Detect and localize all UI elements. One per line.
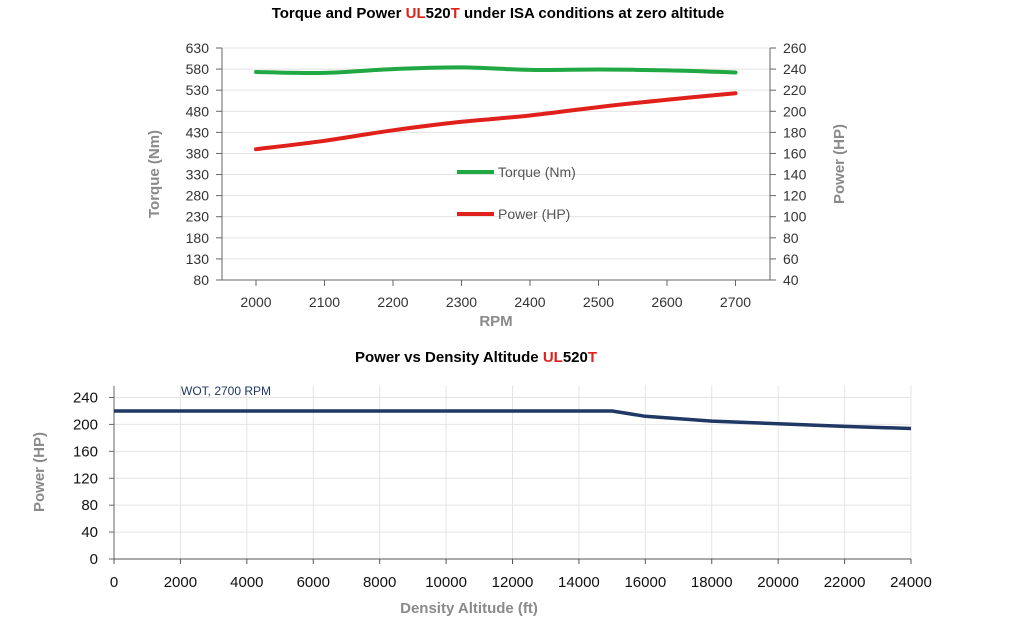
chart1-right-tick-label: 100 — [783, 209, 807, 225]
chart2-y-tick-label: 160 — [73, 443, 98, 460]
chart1-right-tick-label: 60 — [783, 251, 799, 267]
chart1-left-tick-label: 330 — [186, 167, 210, 183]
chart1-gridlines — [222, 47, 770, 281]
legend-power-label: Power (HP) — [498, 206, 570, 222]
chart1-left-tick-label: 230 — [186, 209, 210, 225]
chart2-y-tick-label: 240 — [73, 390, 98, 407]
chart2-x-tick-label: 12000 — [492, 574, 534, 591]
chart1-right-tick-label: 200 — [783, 103, 807, 119]
chart2-x-tick-label: 6000 — [297, 574, 330, 591]
chart1-left-tick-label: 80 — [193, 272, 209, 288]
chart1-right-tick-label: 180 — [783, 124, 807, 140]
chart2-ylabel: Power (HP) — [31, 432, 48, 512]
chart1-ticks: 630 580 530 480 430 380 330 280 230 180 130 80 260 24… — [186, 40, 807, 310]
chart1-series — [254, 65, 738, 152]
chart1-x-tick-label: 2100 — [309, 294, 340, 310]
chart2-y-tick-label: 0 — [90, 551, 98, 568]
chart1-x-tick-label: 2300 — [446, 294, 477, 310]
chart2-x-tick-label: 14000 — [558, 574, 600, 591]
chart1-left-tick-label: 280 — [186, 188, 210, 204]
chart1-right-tick-label: 240 — [783, 61, 807, 77]
chart2-x-tick-label: 22000 — [824, 574, 866, 591]
chart2-x-tick-label: 0 — [110, 574, 118, 591]
chart2-x-tick-label: 18000 — [691, 574, 733, 591]
chart1-x-tick-label: 2700 — [720, 294, 751, 310]
power-series-line — [254, 91, 738, 152]
chart1-left-tick-label: 580 — [186, 61, 210, 77]
chart2-x-tick-label: 2000 — [164, 574, 197, 591]
chart1-left-tick-label: 430 — [186, 124, 210, 140]
chart1-left-tick-label: 180 — [186, 230, 210, 246]
chart1-right-tick-label: 260 — [783, 40, 807, 56]
chart2-y-tick-label: 120 — [73, 470, 98, 487]
torque-series-line — [254, 65, 738, 76]
chart2-series — [113, 409, 912, 431]
chart1-ylabel-left: Torque (Nm) — [146, 130, 163, 218]
chart1-x-tick-label: 2200 — [377, 294, 408, 310]
chart1-right-tick-label: 40 — [783, 272, 799, 288]
chart1-left-tick-label: 130 — [186, 251, 210, 267]
chart1-left-tick-label: 630 — [186, 40, 210, 56]
chart1-left-tick-label: 530 — [186, 82, 210, 98]
chart1-xlabel: RPM — [479, 313, 512, 330]
chart2-x-tick-label: 4000 — [230, 574, 263, 591]
chart1-right-tick-label: 160 — [783, 145, 807, 161]
chart2-x-tick-label: 10000 — [425, 574, 467, 591]
chart2-xlabel: Density Altitude (ft) — [400, 600, 538, 617]
chart2-y-tick-label: 200 — [73, 416, 98, 433]
chart1-right-tick-label: 80 — [783, 230, 799, 246]
wot-power-series-line — [113, 409, 912, 431]
chart1-left-tick-label: 480 — [186, 103, 210, 119]
chart2-y-tick-label: 40 — [81, 524, 98, 541]
chart2-title: Power vs Density Altitude UL520T — [355, 349, 597, 366]
chart1-title: Torque and Power UL520T under ISA condit… — [272, 5, 725, 22]
chart2-x-tick-label: 16000 — [624, 574, 666, 591]
chart1-x-tick-label: 2400 — [514, 294, 545, 310]
chart2-y-tick-label: 80 — [81, 497, 98, 514]
chart2-x-tick-label: 20000 — [757, 574, 799, 591]
chart1-right-tick-label: 120 — [783, 188, 807, 204]
chart1-left-tick-label: 380 — [186, 145, 210, 161]
chart1-right-tick-label: 220 — [783, 82, 807, 98]
chart2-x-tick-label: 8000 — [363, 574, 396, 591]
legend-torque-label: Torque (Nm) — [498, 164, 576, 180]
chart2-x-tick-label: 24000 — [890, 574, 932, 591]
chart1-x-tick-label: 2600 — [651, 294, 682, 310]
chart1-x-tick-label: 2000 — [240, 294, 271, 310]
chart1-x-tick-label: 2500 — [583, 294, 614, 310]
chart2-annotation: WOT, 2700 RPM — [181, 384, 271, 398]
chart1-right-tick-label: 140 — [783, 167, 807, 183]
chart1-ylabel-right: Power (HP) — [831, 124, 848, 204]
